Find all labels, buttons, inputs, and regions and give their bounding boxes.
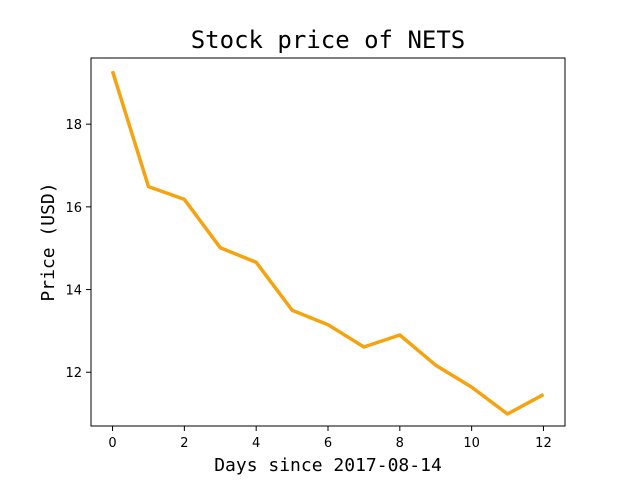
y-axis-label: Price (USD) (38, 182, 59, 301)
x-axis-label: Days since 2017-08-14 (214, 455, 442, 476)
x-tick-label: 6 (324, 436, 332, 451)
x-tick-label: 10 (463, 436, 480, 451)
y-tick-label: 16 (65, 201, 82, 216)
x-tick-label: 12 (535, 436, 552, 451)
plot-frame (90, 57, 566, 427)
series-line (110, 70, 545, 416)
x-tick-label: 2 (180, 436, 188, 451)
chart-title: Stock price of NETS (191, 26, 466, 54)
y-tick-label: 18 (65, 118, 82, 133)
x-tick-label: 4 (252, 436, 260, 451)
x-axis: 0 2 4 6 8 10 12 (108, 426, 552, 451)
x-tick-label: 0 (108, 436, 116, 451)
y-axis: 12 14 16 18 (65, 118, 91, 381)
x-tick-label: 8 (396, 436, 404, 451)
series-layer (110, 70, 545, 416)
y-tick-label: 14 (65, 284, 82, 299)
y-tick-label: 12 (65, 366, 82, 381)
